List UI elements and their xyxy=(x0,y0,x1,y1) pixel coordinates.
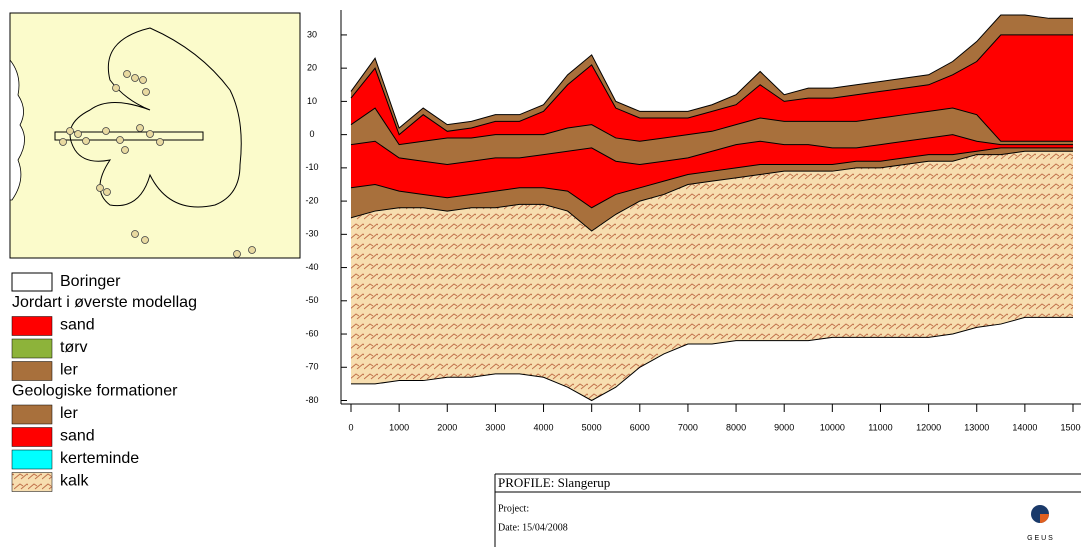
x-tick-label: 5000 xyxy=(582,422,602,432)
x-tick-label: 8000 xyxy=(726,422,746,432)
x-tick-label: 4000 xyxy=(534,422,554,432)
y-tick-label: 0 xyxy=(309,129,314,139)
legend: Boringer Jordart i øverste modellag sand tø… xyxy=(12,273,197,492)
y-tick-label: -30 xyxy=(305,229,318,239)
y-tick-label: -70 xyxy=(305,362,318,372)
legend-swatch xyxy=(12,273,52,291)
x-tick-label: 7000 xyxy=(678,422,698,432)
x-tick-label: 9000 xyxy=(774,422,794,432)
x-tick-label: 0 xyxy=(348,422,353,432)
x-tick-label: 15000 xyxy=(1060,422,1081,432)
legend-swatch xyxy=(12,362,52,381)
legend-group-title: Geologiske formationer xyxy=(12,383,178,400)
x-tick-label: 1000 xyxy=(389,422,409,432)
y-tick-label: -50 xyxy=(305,295,318,305)
legend-label: Boringer xyxy=(60,273,121,290)
legend-label: sand xyxy=(60,428,95,445)
legend-swatch xyxy=(12,473,52,492)
y-tick-label: 20 xyxy=(307,63,317,73)
x-tick-label: 12000 xyxy=(916,422,941,432)
date: Date: 15/04/2008 xyxy=(498,522,568,533)
map xyxy=(10,13,300,258)
y-tick-label: -40 xyxy=(305,262,318,272)
x-tick-label: 11000 xyxy=(868,422,892,432)
y-tick-label: -10 xyxy=(305,162,318,172)
map-frame xyxy=(10,13,300,258)
legend-swatch xyxy=(12,428,52,447)
profile-title: PROFILE: Slangerup xyxy=(498,475,610,490)
y-tick-label: 10 xyxy=(307,96,317,106)
legend-label: kalk xyxy=(60,473,89,490)
legend-label: kerteminde xyxy=(60,450,139,467)
project: Project: xyxy=(498,503,529,514)
x-tick-label: 2000 xyxy=(437,422,457,432)
legend-swatch xyxy=(12,405,52,424)
page-svg: Boringer Jordart i øverste modellag sand tø… xyxy=(0,0,1081,547)
y-tick-label: 30 xyxy=(307,29,317,39)
legend-group-title: Jordart i øverste modellag xyxy=(12,294,197,311)
legend-label: ler xyxy=(60,362,78,379)
x-tick-label: 6000 xyxy=(630,422,650,432)
legend-swatch xyxy=(12,339,52,358)
legend-label: tørv xyxy=(60,339,88,356)
legend-label: ler xyxy=(60,405,78,422)
logo-text: G E U S xyxy=(1027,535,1053,542)
page: {"map_legend": { "boreholes": "Boringer"… xyxy=(0,0,1081,547)
logo-mark xyxy=(1040,514,1049,523)
legend-swatch xyxy=(12,450,52,469)
x-tick-label: 10000 xyxy=(820,422,845,432)
legend-label: sand xyxy=(60,317,95,334)
x-tick-label: 14000 xyxy=(1012,422,1037,432)
x-tick-label: 13000 xyxy=(964,422,989,432)
chart: 30 20 10 0 -10 -20 -30 -40 -50 -60 -70 -80 0 1000 2000… xyxy=(305,10,1081,432)
y-tick-label: -60 xyxy=(305,328,318,338)
legend-swatch xyxy=(12,317,52,336)
x-tick-label: 3000 xyxy=(485,422,505,432)
y-tick-label: -20 xyxy=(305,195,318,205)
y-tick-label: -80 xyxy=(305,395,318,405)
title-block: PROFILE: Slangerup Project: Date: 15/04/… xyxy=(495,474,1081,547)
